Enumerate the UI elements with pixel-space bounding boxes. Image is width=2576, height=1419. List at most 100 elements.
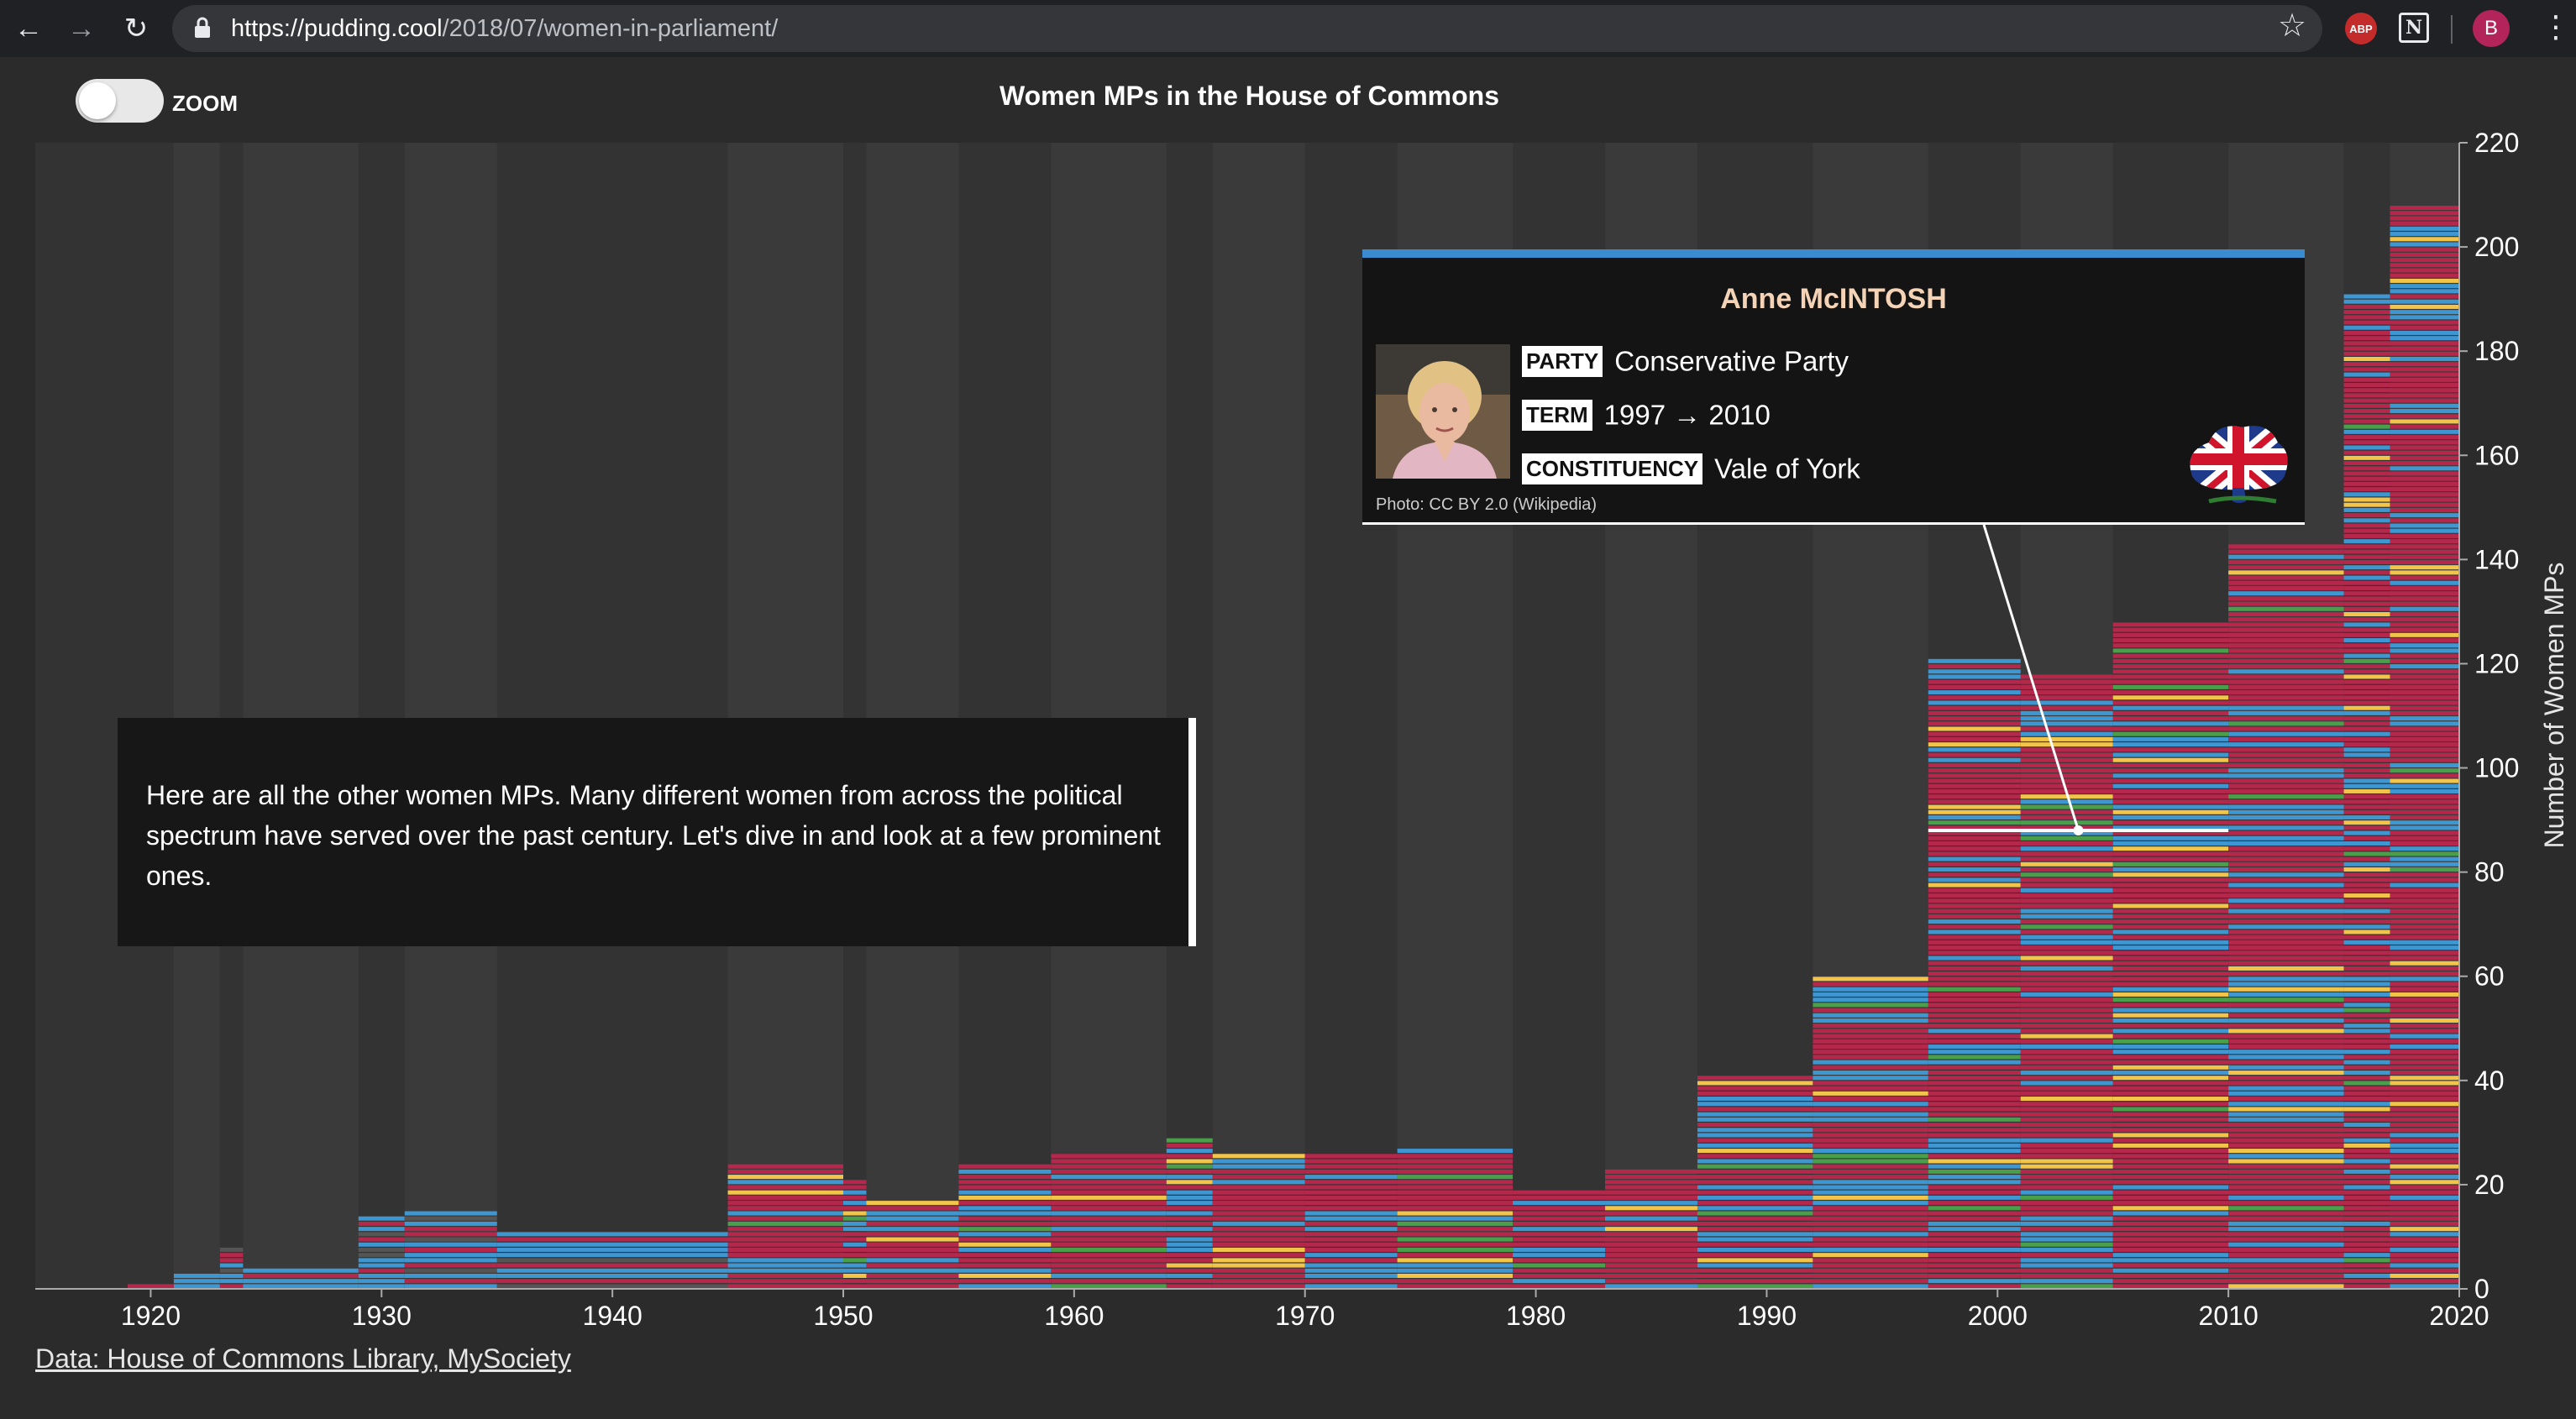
mp-strip (2228, 929, 2344, 935)
mp-strip (2020, 1154, 2113, 1159)
mp-strip (2020, 971, 2113, 977)
chart-marks[interactable] (127, 206, 2459, 1289)
mp-strip (2112, 1060, 2229, 1065)
mp-strip (1813, 1169, 1928, 1174)
mp-strip (1813, 1175, 1928, 1180)
mp-strip (2390, 242, 2459, 247)
mp-strip (2112, 726, 2229, 731)
mp-strip (2112, 914, 2229, 919)
mp-strip (1605, 1221, 1697, 1226)
mp-strip (1928, 814, 2021, 819)
mp-strip (1166, 1185, 1213, 1190)
mp-strip (2020, 705, 2113, 710)
mp-strip (1513, 1206, 1606, 1211)
mp-strip (2343, 1097, 2390, 1102)
address-bar[interactable]: https://pudding.cool/2018/07/women-in-pa… (172, 5, 2322, 52)
mp-strip (2020, 1024, 2113, 1029)
mp-strip (1928, 1008, 2021, 1013)
mp-strip (1697, 1143, 1813, 1148)
zoom-toggle[interactable] (76, 79, 164, 123)
mp-strip (1397, 1273, 1514, 1278)
mp-strip (2112, 778, 2229, 783)
mp-strip (2112, 742, 2229, 747)
mp-strip (2343, 846, 2390, 851)
mp-strip (2343, 679, 2390, 684)
mp-strip (2020, 992, 2113, 997)
mp-strip (843, 1185, 867, 1190)
mp-strip (1166, 1253, 1213, 1258)
profile-avatar[interactable]: B (2473, 10, 2510, 47)
mp-strip (2343, 1050, 2390, 1055)
mp-strip (2390, 1133, 2459, 1138)
mp-strip (358, 1221, 405, 1226)
mp-strip (866, 1284, 959, 1289)
mp-strip (243, 1268, 359, 1273)
toggle-knob[interactable] (79, 82, 116, 119)
mp-strip (2112, 888, 2229, 893)
mp-strip (2390, 977, 2459, 982)
mp-strip (1928, 669, 2021, 674)
mp-strip (958, 1284, 1052, 1289)
mp-strip (2228, 1221, 2344, 1226)
mp-strip (2228, 1050, 2344, 1055)
mp-strip (2343, 752, 2390, 757)
mp-strip (2343, 450, 2390, 455)
notion-extension-icon[interactable]: N (2399, 13, 2429, 43)
mp-strip (2228, 1076, 2344, 1081)
mp-strip (1304, 1232, 1398, 1237)
mp-strip (358, 1273, 405, 1278)
data-source-link[interactable]: Data: House of Commons Library, MySociet… (35, 1343, 571, 1374)
mp-strip (1813, 1284, 1928, 1289)
mp-strip (2390, 627, 2459, 632)
bookmark-star-icon[interactable]: ☆ (2278, 8, 2307, 44)
mp-strip (2020, 1201, 2113, 1206)
kebab-menu-icon[interactable]: ⋮ (2541, 9, 2571, 44)
mp-strip (727, 1263, 843, 1268)
mp-strip (243, 1284, 359, 1289)
mp-strip (2112, 1247, 2229, 1252)
mp-strip (2343, 835, 2390, 840)
mp-strip (2343, 591, 2390, 596)
mp-strip (1397, 1154, 1514, 1159)
mp-strip (2343, 1117, 2390, 1122)
mp-strip (2112, 1107, 2229, 1112)
mp-strip (2343, 987, 2390, 992)
mp-strip (404, 1263, 497, 1268)
mp-strip (1928, 1279, 2021, 1284)
mp-strip (2228, 987, 2344, 992)
mp-strip (2112, 809, 2229, 814)
mp-strip (1928, 658, 2021, 663)
mp-strip (2112, 1086, 2229, 1091)
back-arrow-icon[interactable]: ← (14, 12, 43, 45)
y-tick-label: 20 (2474, 1170, 2505, 1200)
mp-strip (1928, 1247, 2021, 1252)
reload-icon[interactable]: ↻ (123, 13, 149, 45)
mp-strip (1397, 1247, 1514, 1252)
url-text[interactable]: https://pudding.cool/2018/07/women-in-pa… (231, 15, 778, 43)
mp-strip (2228, 956, 2344, 961)
adblock-extension-icon[interactable]: ABP (2345, 13, 2377, 45)
mp-strip (1304, 1180, 1398, 1185)
mp-strip (2112, 903, 2229, 908)
mp-strip (1304, 1242, 1398, 1247)
mp-strip (1304, 1221, 1398, 1226)
mp-strip (2020, 809, 2113, 814)
mp-strip (958, 1279, 1052, 1284)
mp-strip (2343, 674, 2390, 679)
forward-arrow-icon[interactable]: → (67, 12, 96, 45)
mp-strip (1928, 700, 2021, 705)
mp-strip (1513, 1195, 1606, 1200)
mp-strip (1928, 1107, 2021, 1112)
mp-strip (2390, 987, 2459, 992)
mp-strip (1928, 783, 2021, 788)
mp-strip (1928, 1112, 2021, 1117)
mp-strip (2020, 1263, 2113, 1268)
mp-strip (1397, 1149, 1514, 1154)
mp-strip (843, 1227, 867, 1232)
mp-strip (2020, 961, 2113, 966)
mp-strip (2228, 1086, 2344, 1091)
mp-strip (1697, 1091, 1813, 1096)
x-tick-label: 2010 (2199, 1301, 2259, 1331)
mp-strip (2228, 1201, 2344, 1206)
